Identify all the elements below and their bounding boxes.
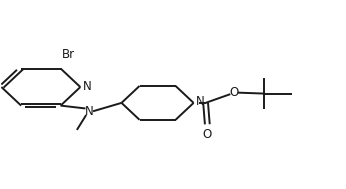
Text: N: N [83, 80, 92, 93]
Text: N: N [84, 105, 93, 118]
Text: O: O [203, 128, 212, 141]
Text: N: N [196, 95, 205, 108]
Text: Br: Br [62, 48, 75, 61]
Text: O: O [229, 86, 238, 99]
